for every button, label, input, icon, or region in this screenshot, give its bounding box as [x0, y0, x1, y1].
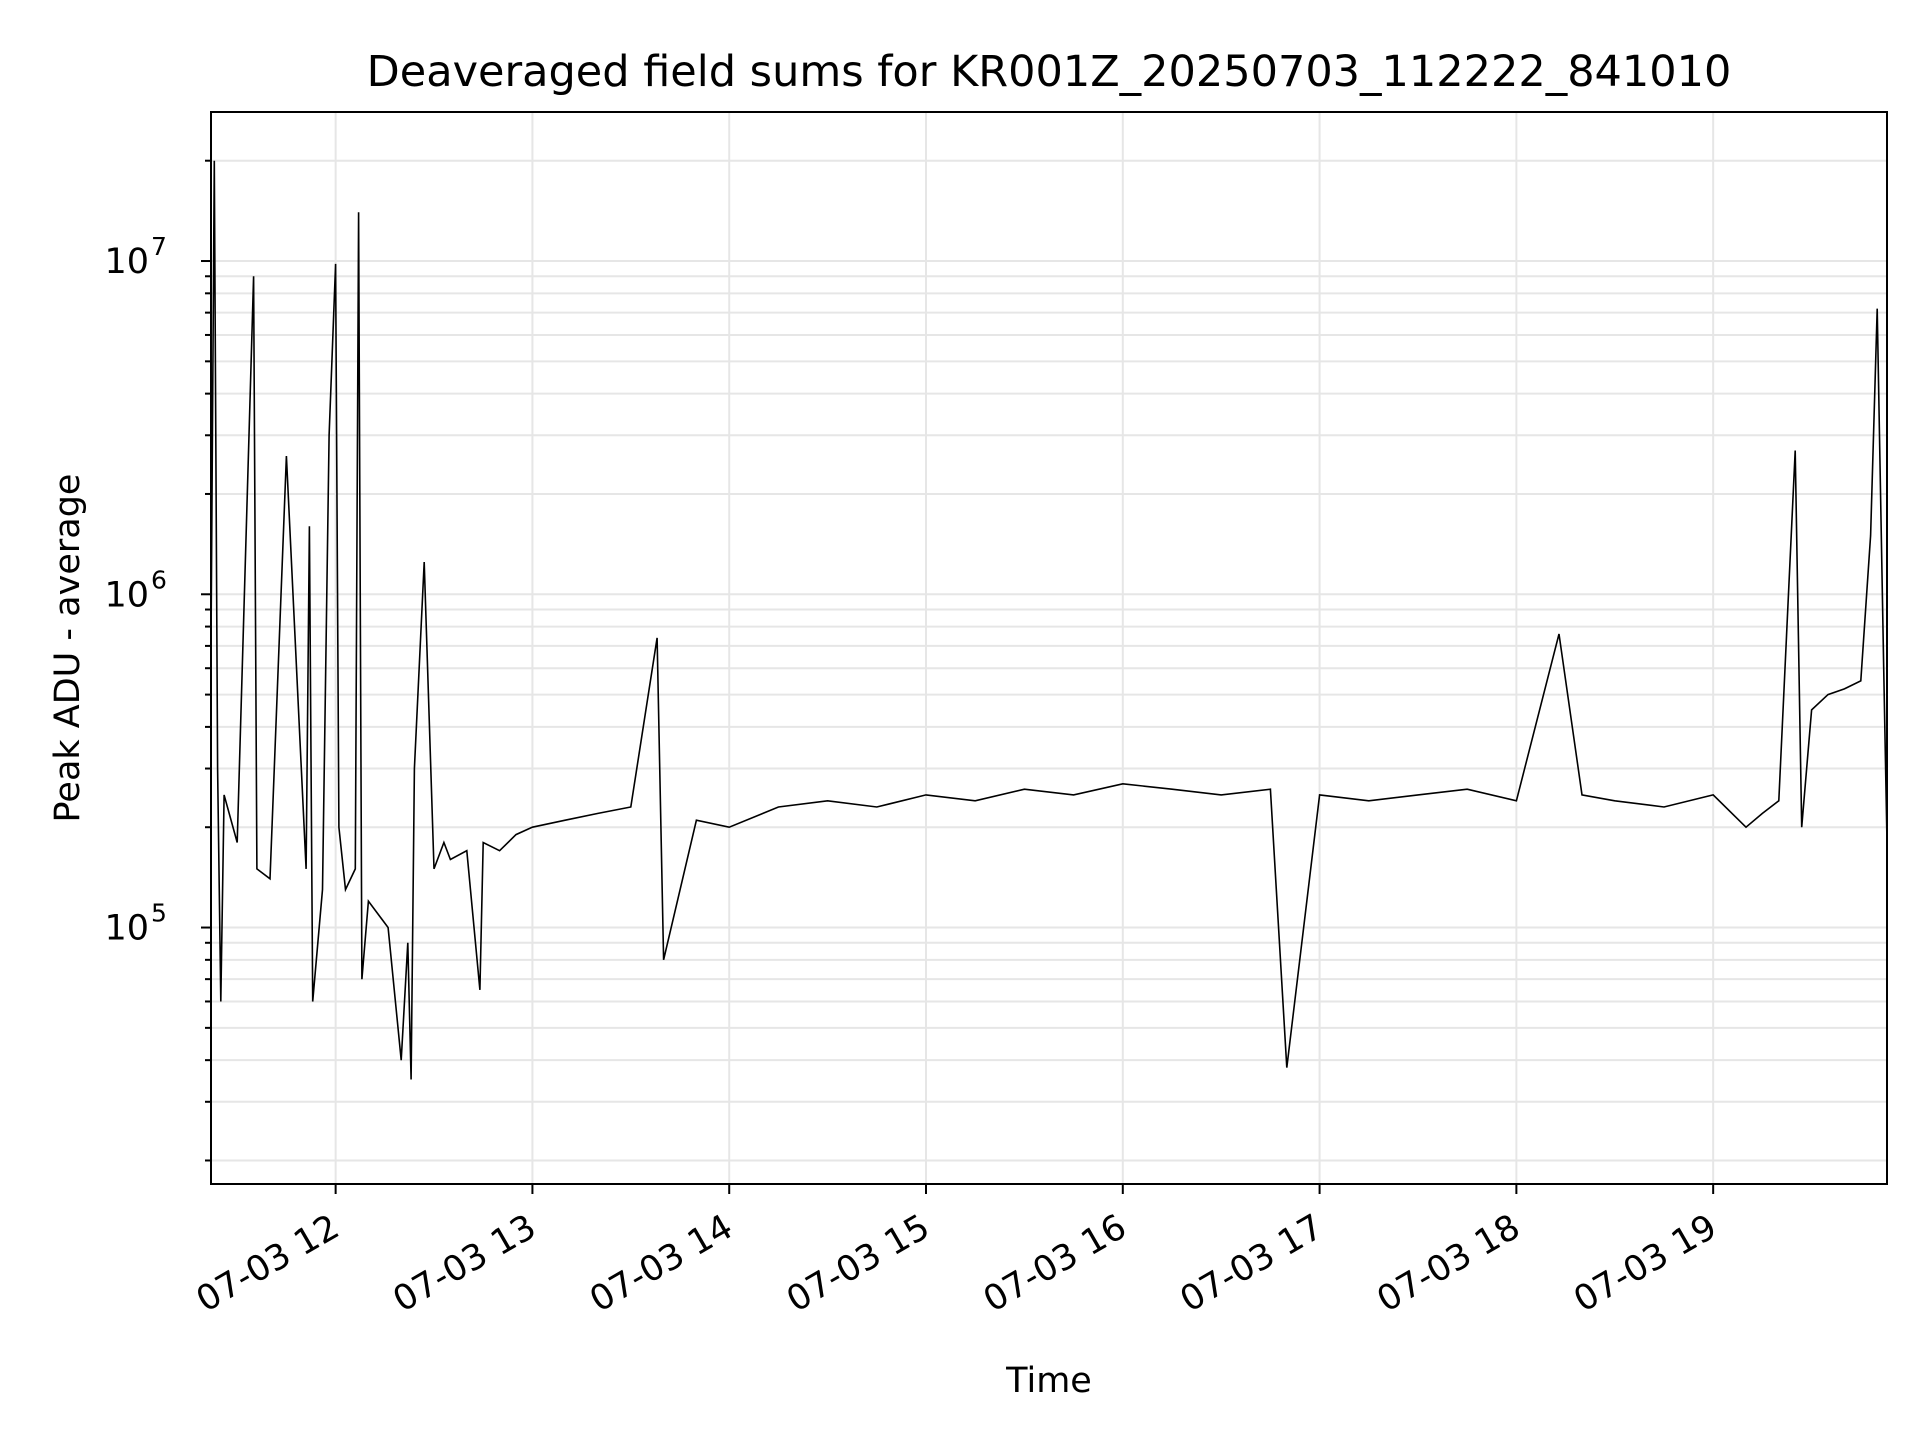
- y-tick-base: 10: [104, 575, 149, 615]
- y-tick-base: 10: [104, 909, 149, 949]
- y-tick-label: 10 6: [104, 565, 166, 615]
- y-tick-label: 10 5: [104, 899, 166, 949]
- y-tick-exponent: 7: [151, 232, 167, 261]
- plot-frame: [210, 111, 1888, 1185]
- y-tick-label: 10 7: [104, 232, 166, 282]
- grid-layer: [211, 112, 1887, 1184]
- y-tick-exponent: 5: [151, 899, 167, 928]
- y-tick-exponent: 6: [151, 565, 167, 594]
- y-tick-base: 10: [104, 242, 149, 282]
- series-line-0: [211, 160, 1887, 1080]
- chart-title: Deaveraged field sums for KR001Z_2025070…: [367, 47, 1732, 97]
- series-layer: [211, 160, 1887, 1080]
- x-axis-label: Time: [1005, 1361, 1092, 1401]
- y-axis-label: Peak ADU - average: [48, 474, 88, 823]
